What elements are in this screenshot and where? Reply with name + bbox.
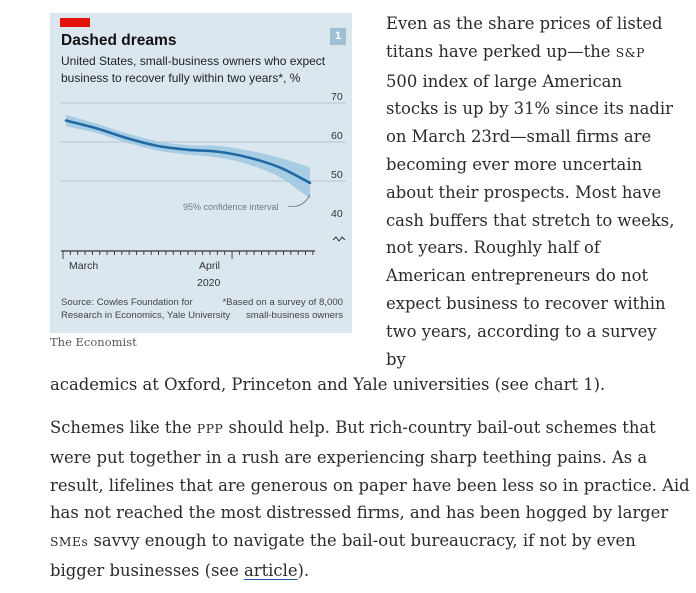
y-tick-label: 60 — [331, 130, 343, 142]
chart-source: Source: Cowles Foundation for Research i… — [61, 297, 231, 321]
x-tick-label-march: March — [69, 260, 98, 272]
confidence-interval-annotation: 95% confidence interval — [183, 202, 279, 212]
y-axis-labels: 70 60 50 40 — [331, 91, 343, 220]
chart-footnote: *Based on a survey of 8,000 small-busine… — [222, 297, 343, 321]
economist-red-tag — [60, 18, 90, 27]
chart-subtitle: United States, small-business owners who… — [61, 54, 326, 85]
economist-brand: The Economist — [50, 335, 137, 349]
article-paragraph-2: Schemes like the PPP should help. But ri… — [50, 418, 690, 580]
x-axis — [61, 250, 315, 259]
confidence-band — [66, 114, 310, 199]
axis-break-marker — [332, 236, 346, 242]
chart-figure: 1 Dashed dreams United States, small-bus… — [50, 13, 352, 333]
series-line — [64, 119, 312, 185]
annotation-leader-line — [287, 194, 311, 207]
chart-plot: 70 60 50 40 95% confidence interval March A… — [61, 91, 346, 289]
y-tick-label: 70 — [331, 91, 343, 103]
x-year-label: 2020 — [197, 277, 221, 289]
article-link[interactable]: article — [243, 560, 298, 580]
x-tick-label-april: April — [199, 260, 220, 272]
y-tick-label: 40 — [331, 208, 343, 220]
y-tick-label: 50 — [331, 169, 343, 181]
article-paragraph-1: Even as the share prices of listed titan… — [386, 14, 675, 369]
chart-title: Dashed dreams — [61, 32, 177, 49]
chart-number-badge: 1 — [330, 28, 346, 45]
article-paragraph-1-continued: academics at Oxford, Princeton and Yale … — [50, 375, 606, 394]
